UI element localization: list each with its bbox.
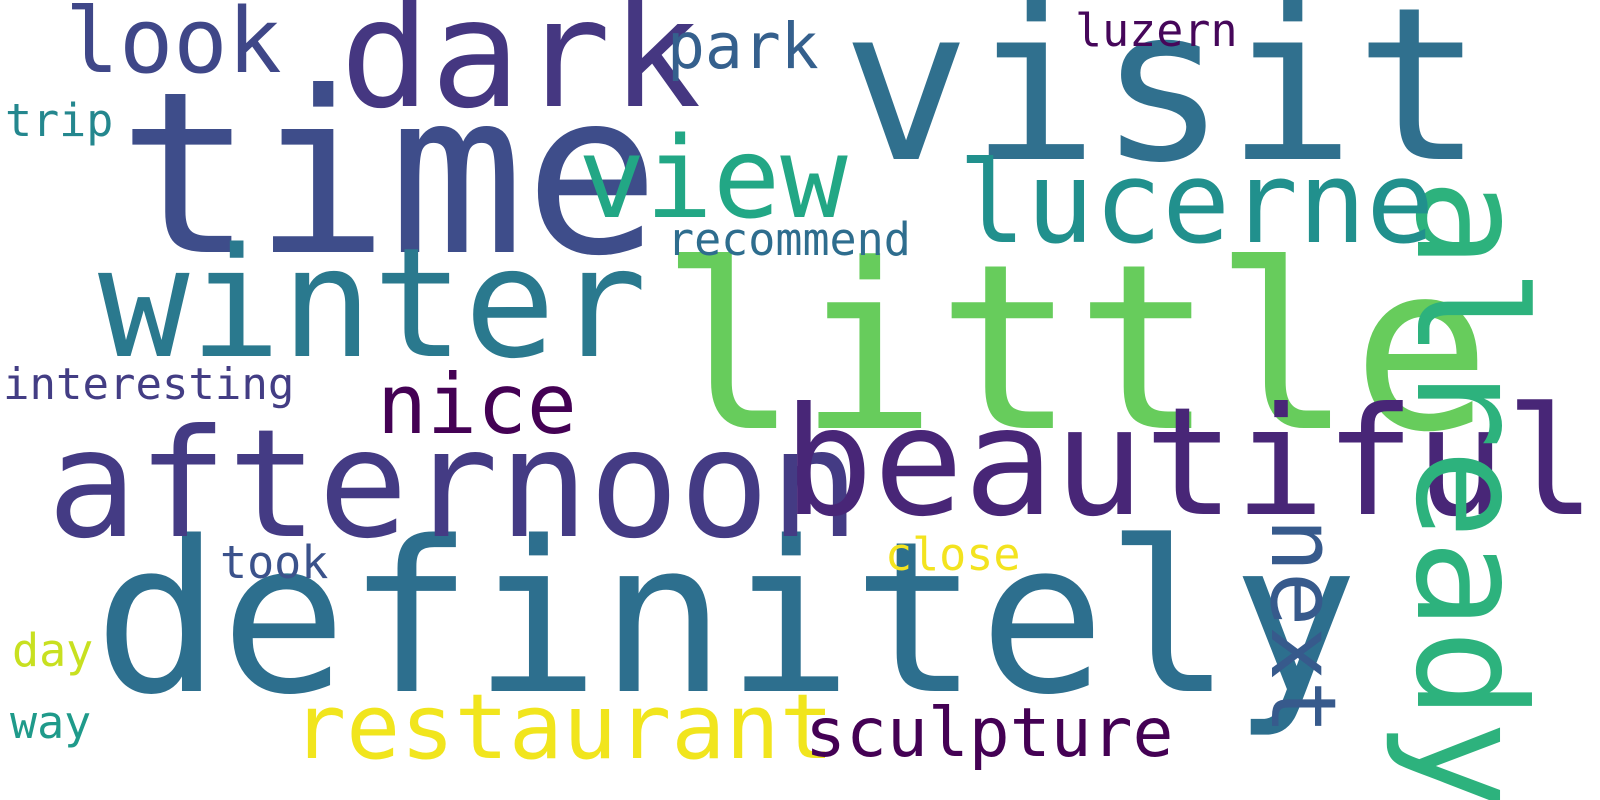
word-time: time bbox=[118, 44, 660, 306]
word-nice: nice bbox=[377, 356, 577, 453]
word-recommend: recommend bbox=[667, 213, 911, 266]
word-little: little bbox=[660, 216, 1491, 483]
word-luzern: luzern bbox=[1075, 4, 1238, 57]
word-already: already bbox=[1382, 178, 1556, 800]
word-way: way bbox=[10, 696, 92, 749]
word-sculpture: sculpture bbox=[805, 694, 1174, 773]
word-trip: trip bbox=[5, 94, 114, 147]
word-lucerne: lucerne bbox=[958, 137, 1435, 269]
word-afternoon: afternoon bbox=[47, 398, 860, 572]
word-day: day bbox=[12, 624, 94, 677]
word-definitely: definitely bbox=[94, 496, 1359, 741]
word-park: park bbox=[667, 10, 819, 83]
word-took: took bbox=[220, 536, 329, 589]
word-beautiful: beautiful bbox=[783, 376, 1596, 550]
word-close: close bbox=[885, 528, 1021, 581]
word-interesting: interesting bbox=[3, 359, 295, 410]
word-next: next bbox=[1250, 518, 1355, 735]
word-look: look bbox=[65, 0, 282, 94]
word-dark: dark bbox=[340, 0, 702, 142]
word-restaurant: restaurant bbox=[292, 675, 834, 780]
word-visit: visit bbox=[842, 0, 1484, 210]
word-view: view bbox=[578, 114, 848, 244]
word-winter: winter bbox=[98, 215, 648, 392]
